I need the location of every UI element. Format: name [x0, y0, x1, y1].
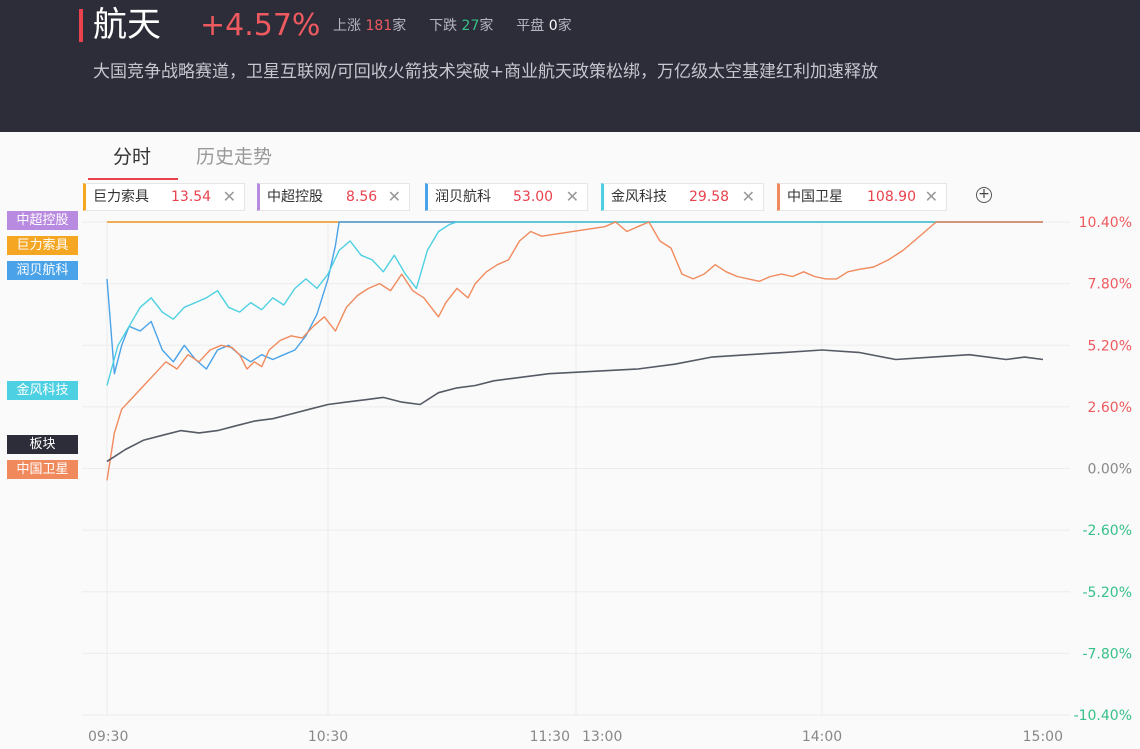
- sector-title: 航天: [93, 5, 161, 45]
- flat-unit: 家: [557, 18, 572, 34]
- stock-chip-price: 13.54: [171, 189, 212, 205]
- flat-count: 0: [548, 18, 558, 34]
- stock-chip-price: 29.58: [689, 189, 730, 205]
- series-line-0: [106, 349, 1044, 463]
- stock-chip-zhongguoweixing[interactable]: 中国卫星 108.90 ✕: [777, 183, 947, 211]
- stock-chip-name: 金风科技: [611, 189, 667, 205]
- stock-chip-name: 中超控股: [267, 189, 323, 205]
- series-label-runbei: 润贝航科: [7, 261, 78, 280]
- down-count: 27: [461, 18, 480, 34]
- series-line-2: [106, 221, 1043, 375]
- up-label: 上涨: [333, 18, 361, 34]
- close-icon[interactable]: ✕: [565, 187, 579, 206]
- stock-chip-name: 中国卫星: [787, 189, 843, 205]
- close-icon[interactable]: ✕: [924, 187, 938, 206]
- x-tick-label: 15:00: [1023, 729, 1063, 745]
- stock-chip-zhongchao[interactable]: 中超控股 8.56 ✕: [257, 183, 410, 211]
- stock-chip-price: 108.90: [867, 189, 916, 205]
- view-tabs: 分时 历史走势: [0, 132, 1140, 180]
- x-tick-label: 11:30: [530, 729, 570, 745]
- stock-chip-jinfeng[interactable]: 金风科技 29.58 ✕: [601, 183, 764, 211]
- y-tick-label: 5.20%: [1088, 338, 1132, 354]
- x-tick-label: 13:00: [582, 729, 622, 745]
- stock-chip-price: 53.00: [513, 189, 554, 205]
- stock-chip-price: 8.56: [346, 189, 378, 205]
- down-label: 下跌: [429, 18, 458, 34]
- y-tick-label: -2.60%: [1082, 523, 1132, 539]
- x-tick-label: 10:30: [308, 729, 348, 745]
- sector-header: 航天 +4.57% 上涨 181家 下跌 27家 平盘 0家 大国竞争战略赛道，…: [0, 0, 1140, 132]
- tab-intraday[interactable]: 分时: [113, 146, 152, 168]
- sector-change: +4.57%: [200, 8, 321, 43]
- close-icon[interactable]: ✕: [741, 187, 755, 206]
- plus-circle-icon[interactable]: +: [976, 187, 992, 203]
- series-label-jinfeng: 金风科技: [7, 381, 78, 400]
- active-tab-indicator: [88, 178, 178, 180]
- up-unit: 家: [392, 18, 407, 34]
- close-icon[interactable]: ✕: [222, 187, 236, 206]
- y-tick-label: 2.60%: [1088, 400, 1132, 416]
- close-icon[interactable]: ✕: [387, 187, 401, 206]
- x-tick-label: 14:00: [802, 729, 842, 745]
- stock-chip-runbei[interactable]: 润贝航科 53.00 ✕: [425, 183, 588, 211]
- stock-chip-julisuoju[interactable]: 巨力索具 13.54 ✕: [83, 183, 245, 211]
- x-tick-label: 09:30: [88, 729, 128, 745]
- y-tick-label: -10.40%: [1074, 708, 1132, 724]
- series-label-zhongchao: 中超控股: [7, 211, 78, 230]
- series-label-zhongguoweixing: 中国卫星: [7, 460, 78, 479]
- y-tick-label: 10.40%: [1079, 215, 1132, 231]
- series-line-1: [106, 221, 1043, 481]
- y-tick-label: 7.80%: [1088, 277, 1132, 293]
- y-tick-label: 0.00%: [1088, 462, 1132, 478]
- down-unit: 家: [479, 18, 494, 34]
- stock-chip-name: 润贝航科: [435, 189, 491, 205]
- y-tick-label: -5.20%: [1082, 585, 1132, 601]
- title-accent-bar: [79, 9, 83, 42]
- sector-description: 大国竞争战略赛道，卫星互联网/可回收火箭技术突破+商业航天政策松绑，万亿级太空基…: [93, 62, 878, 82]
- tab-history[interactable]: 历史走势: [196, 146, 273, 168]
- stock-chip-name: 巨力索具: [93, 189, 149, 205]
- series-label-julisuoju: 巨力索具: [7, 236, 78, 255]
- series-label-sector: 板块: [7, 435, 78, 454]
- flat-label: 平盘: [516, 18, 545, 34]
- y-tick-label: -7.80%: [1082, 646, 1132, 662]
- market-breadth: 上涨 181家 下跌 27家 平盘 0家: [333, 17, 572, 35]
- series-line-3: [106, 221, 1043, 386]
- up-count: 181: [365, 18, 393, 34]
